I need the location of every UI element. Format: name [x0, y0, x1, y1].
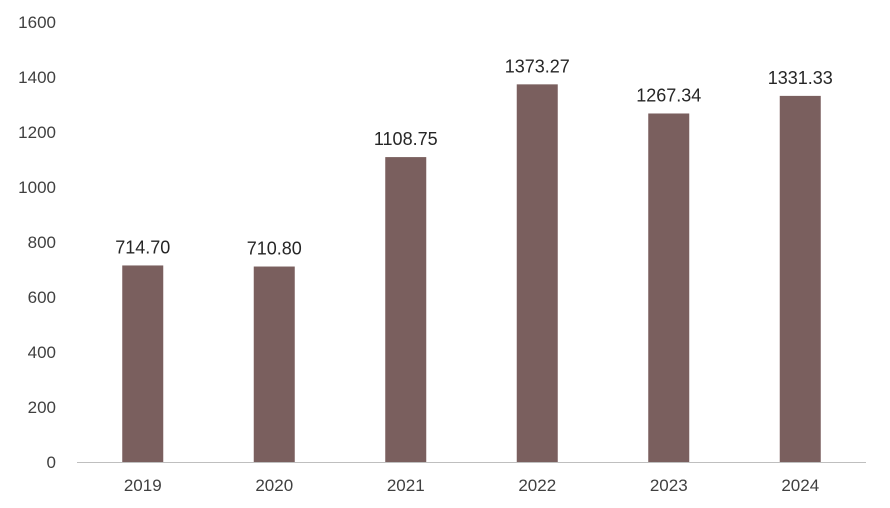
data-label: 1108.75	[374, 129, 438, 149]
x-tick-label: 2020	[255, 476, 293, 495]
bar	[516, 84, 558, 462]
x-tick-label: 2021	[387, 476, 425, 495]
y-tick-label: 400	[28, 343, 56, 362]
data-label: 714.70	[115, 237, 170, 257]
y-tick-label: 1400	[18, 68, 56, 87]
y-tick-label: 600	[28, 288, 56, 307]
y-tick-label: 1000	[18, 178, 56, 197]
data-labels: 714.70 710.80 1108.75 1373.27 1267.34 1331.33	[115, 56, 833, 258]
bar	[779, 95, 821, 462]
y-tick-label: 200	[28, 398, 56, 417]
data-label: 1331.33	[768, 68, 833, 88]
bar	[253, 266, 295, 462]
data-label: 1373.27	[505, 56, 570, 76]
data-label: 1267.34	[636, 85, 701, 105]
x-tick-label: 2023	[650, 476, 688, 495]
bar	[648, 113, 690, 462]
bar	[122, 265, 164, 462]
bars	[122, 84, 821, 462]
y-tick-label: 1600	[18, 13, 56, 32]
x-axis-ticks: 2019 2020 2021 2022 2023 2024	[124, 476, 819, 495]
y-axis-ticks: 0 200 400 600 800 1000 1200 1400 1600	[18, 13, 56, 472]
y-tick-label: 1200	[18, 123, 56, 142]
x-tick-label: 2024	[781, 476, 819, 495]
y-tick-label: 800	[28, 233, 56, 252]
data-label: 710.80	[247, 239, 302, 259]
x-tick-label: 2019	[124, 476, 162, 495]
y-tick-label: 0	[47, 453, 56, 472]
x-tick-label: 2022	[518, 476, 556, 495]
bar	[385, 157, 427, 462]
